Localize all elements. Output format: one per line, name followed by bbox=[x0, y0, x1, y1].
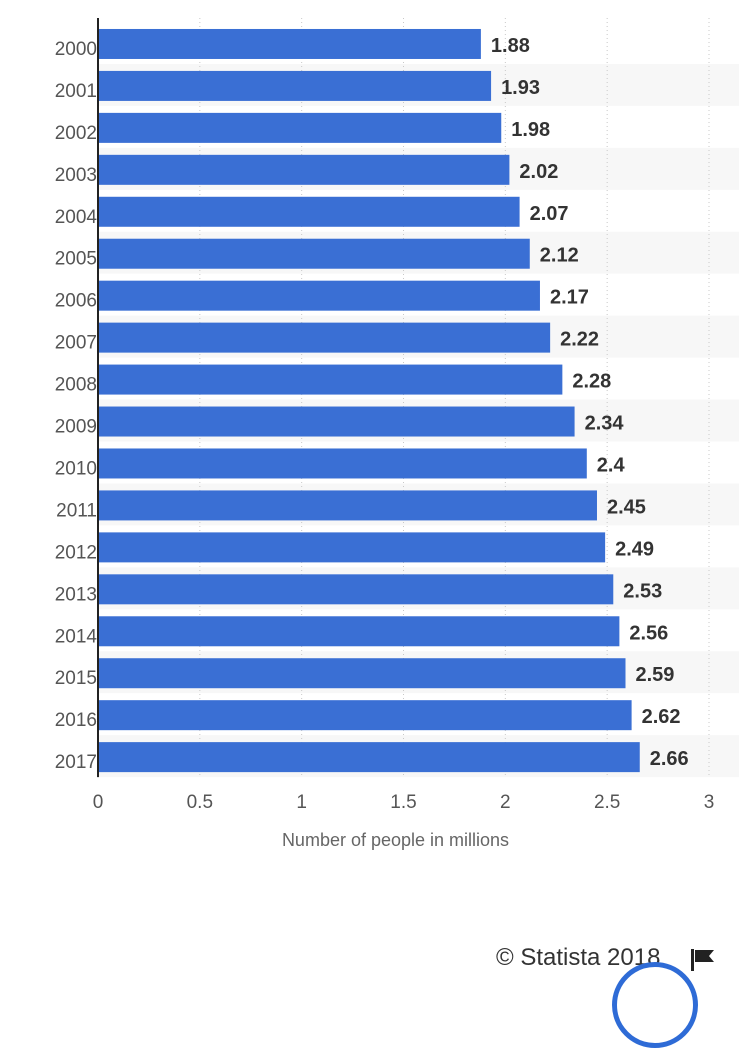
y-tick-label: 2000 bbox=[55, 39, 97, 60]
value-label: 2.59 bbox=[635, 664, 674, 686]
bar bbox=[98, 574, 614, 605]
value-label: 2.28 bbox=[572, 371, 611, 393]
bar bbox=[98, 280, 540, 311]
bar bbox=[98, 532, 606, 563]
value-label: 2.17 bbox=[550, 287, 589, 309]
flag-icon[interactable] bbox=[690, 948, 716, 972]
x-tick-labels: 0 0.5 1 1.5 2 2.5 3 bbox=[93, 792, 715, 813]
y-tick-label: 2005 bbox=[55, 249, 97, 270]
y-tick-labels: 2000 2001 2002 2003 2004 2005 2006 2007 2008 2009… bbox=[55, 39, 98, 773]
y-tick-label: 2012 bbox=[55, 542, 97, 563]
y-tick-label: 2004 bbox=[55, 207, 98, 228]
gridlines bbox=[199, 18, 710, 778]
bar bbox=[98, 448, 587, 479]
value-label: 1.98 bbox=[511, 119, 550, 141]
bars bbox=[98, 28, 640, 773]
y-tick-label: 2017 bbox=[55, 752, 97, 773]
y-tick-label: 2009 bbox=[55, 417, 97, 438]
x-tick-label: 2.5 bbox=[594, 792, 620, 813]
bar bbox=[98, 658, 626, 689]
x-tick-label: 1 bbox=[296, 792, 307, 813]
value-label: 1.88 bbox=[491, 35, 530, 57]
bar bbox=[98, 322, 551, 353]
x-tick-label: 2 bbox=[500, 792, 511, 813]
y-tick-label: 2001 bbox=[55, 81, 97, 102]
value-label: 2.53 bbox=[623, 580, 662, 602]
x-tick-label: 1.5 bbox=[390, 792, 416, 813]
y-tick-label: 2010 bbox=[55, 458, 97, 479]
y-tick-label: 2007 bbox=[55, 333, 97, 354]
x-tick-label: 3 bbox=[704, 792, 715, 813]
value-label: 2.49 bbox=[615, 538, 654, 560]
x-axis-title: Number of people in millions bbox=[282, 830, 509, 850]
value-label: 2.12 bbox=[540, 245, 579, 267]
y-tick-label: 2002 bbox=[55, 123, 97, 144]
value-label: 1.93 bbox=[501, 77, 540, 99]
value-label: 2.34 bbox=[585, 413, 625, 435]
bar bbox=[98, 490, 597, 521]
value-label: 2.22 bbox=[560, 329, 599, 351]
bar bbox=[98, 616, 620, 647]
value-label: 2.56 bbox=[629, 622, 668, 644]
bar bbox=[98, 196, 520, 227]
value-label: 2.02 bbox=[519, 161, 558, 183]
bar bbox=[98, 700, 632, 731]
value-label: 2.66 bbox=[650, 748, 689, 770]
bar bbox=[98, 28, 481, 59]
bar bbox=[98, 238, 530, 269]
y-tick-label: 2014 bbox=[55, 626, 98, 647]
y-tick-label: 2016 bbox=[55, 710, 97, 731]
y-tick-label: 2003 bbox=[55, 165, 97, 186]
y-tick-label: 2006 bbox=[55, 291, 97, 312]
x-tick-label: 0.5 bbox=[187, 792, 213, 813]
value-label: 2.07 bbox=[530, 203, 569, 225]
y-tick-label: 2015 bbox=[55, 668, 97, 689]
bar bbox=[98, 742, 640, 773]
feedback-circle[interactable] bbox=[612, 962, 698, 1048]
value-label: 2.62 bbox=[642, 706, 681, 728]
bar bbox=[98, 406, 575, 437]
bar bbox=[98, 112, 502, 143]
y-tick-label: 2008 bbox=[55, 375, 97, 396]
value-label: 2.45 bbox=[607, 496, 646, 518]
bar bbox=[98, 70, 492, 101]
chart: 1.88 1.93 1.98 2.02 2.07 2.12 2.17 2.22 2.28 2.34… bbox=[54, 18, 715, 850]
bar bbox=[98, 364, 563, 395]
value-labels: 1.88 1.93 1.98 2.02 2.07 2.12 2.17 2.22 2.28 2.34… bbox=[491, 35, 689, 770]
bar bbox=[98, 154, 510, 185]
x-tick-label: 0 bbox=[93, 792, 104, 813]
y-tick-label: 2011 bbox=[56, 500, 97, 521]
value-label: 2.4 bbox=[597, 454, 626, 476]
y-tick-label: 2013 bbox=[55, 584, 97, 605]
